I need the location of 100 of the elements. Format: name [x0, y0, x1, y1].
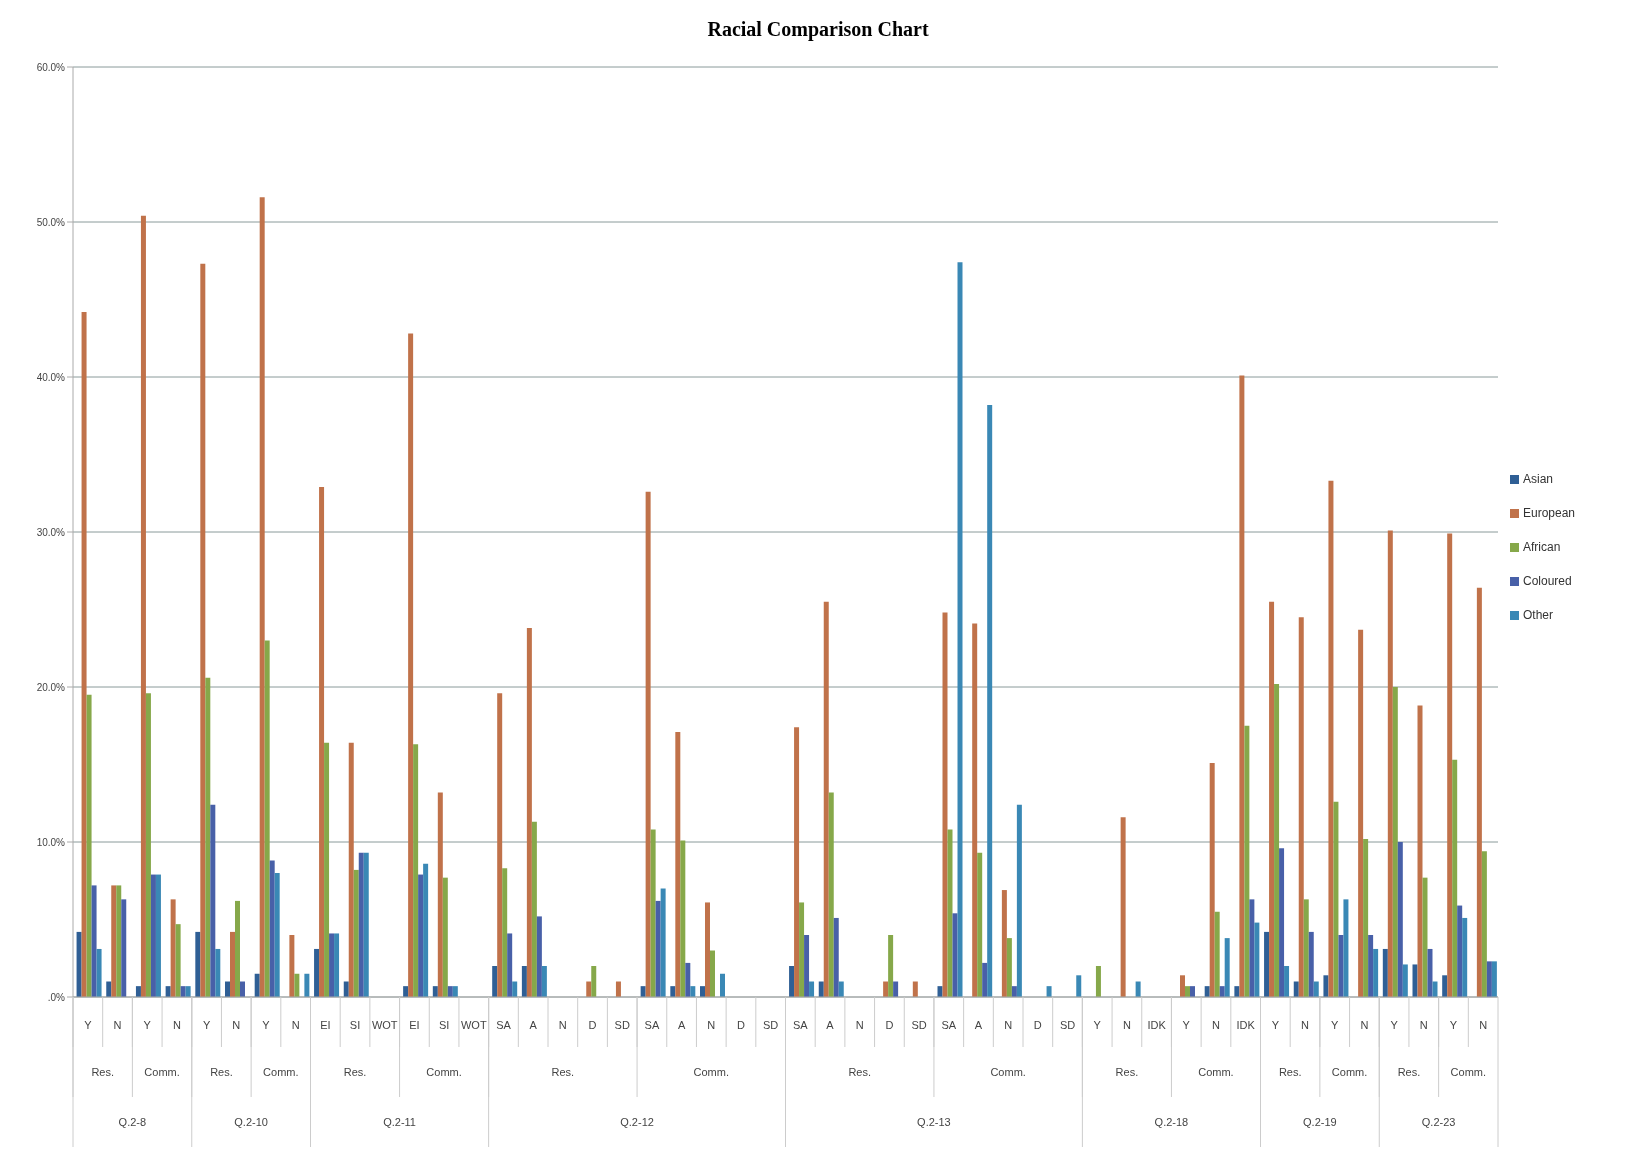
- bar: [240, 981, 245, 997]
- bar: [304, 973, 310, 997]
- bar: [1402, 964, 1408, 997]
- bar: [809, 981, 815, 997]
- bar: [116, 885, 122, 997]
- text: Res.: [1397, 1066, 1421, 1078]
- bar: [1006, 938, 1012, 997]
- x-tick-label: Y: [262, 1018, 271, 1031]
- bar: [1343, 899, 1349, 997]
- bar: [1308, 931, 1314, 997]
- bar: [700, 986, 705, 997]
- bar: [670, 986, 676, 997]
- x-tick-label: Y: [1271, 1018, 1280, 1031]
- bar: [541, 966, 547, 997]
- x-tick-label: SA: [941, 1018, 957, 1031]
- bar: [883, 981, 889, 997]
- bar: [1214, 911, 1220, 997]
- x-tick-label: SD: [763, 1018, 779, 1031]
- bar: [838, 981, 844, 997]
- bar: [655, 900, 661, 997]
- text: Comm.: [263, 1066, 299, 1078]
- x-tick-label: A: [974, 1018, 983, 1031]
- text: Res.: [1115, 1066, 1139, 1078]
- x-tick-label: SA: [793, 1018, 809, 1031]
- bar: [230, 931, 235, 997]
- text: Q.2-11: [383, 1116, 416, 1128]
- text: Q.2-19: [1303, 1116, 1337, 1128]
- bar: [358, 852, 364, 997]
- text: Res.: [91, 1066, 114, 1078]
- bar: [81, 311, 87, 997]
- bar: [1239, 375, 1245, 997]
- x-tick-label: EI: [320, 1018, 331, 1031]
- x-tick-label: SI: [438, 1018, 450, 1031]
- legend-label: African: [1523, 540, 1561, 554]
- bar: [952, 913, 958, 997]
- bar: [531, 821, 537, 997]
- x-tick-label: N: [1419, 1018, 1428, 1031]
- bar: [1209, 762, 1215, 997]
- y-tick-label: .0%: [47, 991, 66, 1003]
- bar: [1476, 587, 1482, 997]
- bar: [912, 981, 918, 997]
- bar: [1392, 687, 1398, 997]
- bar: [1269, 601, 1275, 997]
- bar: [432, 986, 438, 997]
- bar: [512, 981, 518, 997]
- bar: [591, 966, 597, 997]
- x-tick-label: Y: [1331, 1018, 1340, 1031]
- text: Q.2-10: [234, 1116, 268, 1128]
- bar: [1412, 964, 1418, 997]
- bar: [348, 742, 354, 997]
- bar: [1279, 848, 1285, 997]
- bar: [1481, 851, 1487, 997]
- bar: [586, 981, 592, 997]
- bar: [200, 263, 206, 997]
- text: Q.2-18: [1154, 1116, 1189, 1128]
- bar: [942, 612, 948, 997]
- bar: [1224, 938, 1230, 997]
- bar: [289, 935, 295, 997]
- x-tick-label: SD: [1059, 1018, 1076, 1031]
- bar: [828, 792, 834, 997]
- bar: [893, 981, 899, 997]
- bar: [170, 899, 176, 997]
- bar: [363, 852, 369, 997]
- bar: [536, 916, 542, 997]
- x-tick-label: D: [588, 1018, 597, 1031]
- x-tick-label: Y: [1449, 1018, 1458, 1031]
- bar: [972, 623, 978, 997]
- bar: [818, 981, 824, 997]
- bar: [408, 333, 414, 997]
- bar: [418, 874, 424, 997]
- bar: [334, 933, 340, 997]
- bar: [1095, 966, 1101, 997]
- bar: [1422, 877, 1428, 997]
- bar: [1219, 986, 1225, 997]
- bar: [1234, 986, 1240, 997]
- x-tick-label: A: [677, 1018, 686, 1031]
- bar: [1284, 966, 1290, 997]
- x-tick-label: N: [113, 1018, 122, 1031]
- bar: [497, 693, 503, 997]
- bar: [145, 693, 151, 997]
- bar: [680, 840, 686, 997]
- bar: [1274, 683, 1280, 997]
- y-tick-label: 40.0%: [36, 371, 66, 383]
- bar: [1462, 917, 1468, 997]
- bar: [215, 948, 221, 997]
- x-tick-label: D: [736, 1018, 745, 1031]
- bar: [353, 869, 359, 997]
- bar: [957, 262, 963, 997]
- bar: [521, 966, 527, 997]
- bar: [1387, 530, 1393, 997]
- bar: [804, 935, 810, 997]
- bar: [615, 981, 621, 997]
- bar: [1432, 981, 1438, 997]
- x-tick-label: D: [885, 1018, 894, 1031]
- text: Comm.: [693, 1066, 730, 1078]
- bar: [1001, 890, 1007, 997]
- bar: [799, 902, 805, 997]
- bar: [185, 986, 191, 997]
- bar: [264, 640, 270, 997]
- x-tick-label: A: [826, 1018, 835, 1031]
